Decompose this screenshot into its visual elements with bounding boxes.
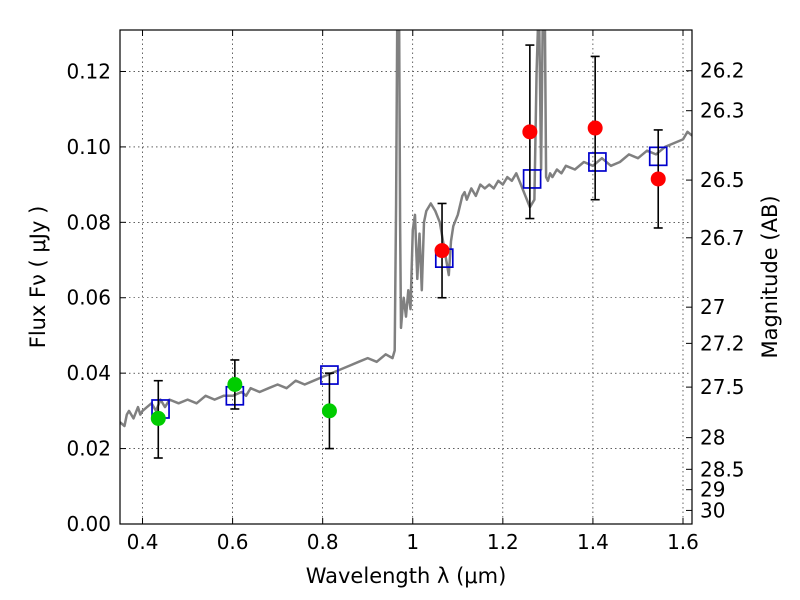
y-tick-label: 0.02 (66, 437, 111, 461)
ticks: 0.4 0.6 0.8 1 1.2 1.4 1.6 0.00 0.02 0.04 0.06 0.08 0… (66, 30, 745, 554)
x-axis-label: Wavelength λ (μm) (306, 564, 507, 588)
y-tick-label: 0.00 (66, 512, 111, 536)
data-point (522, 124, 538, 140)
right-tick-label: 28 (700, 426, 725, 450)
right-tick-label: 30 (700, 498, 725, 522)
right-tick-label: 29 (700, 478, 725, 502)
model-square (588, 152, 607, 172)
x-tick-label: 0.8 (307, 530, 339, 554)
right-tick-label: 27.2 (700, 331, 745, 355)
y-axis-label: Flux Fν ( μJy ) (26, 206, 50, 349)
right-tick-label: 26.7 (700, 226, 745, 250)
y-tick-label: 0.10 (66, 135, 111, 159)
data-point (434, 243, 450, 259)
right-tick-label: 28.5 (700, 457, 745, 481)
y-axis-right-label: Magnitude (AB) (758, 195, 782, 358)
right-tick-label: 26.5 (700, 168, 745, 192)
x-tick-label: 1.2 (487, 530, 519, 554)
x-tick-label: 0.4 (127, 530, 159, 554)
spectrum-line (120, 30, 692, 428)
right-tick-label: 27 (700, 295, 725, 319)
data-point (587, 120, 603, 136)
x-tick-label: 1.6 (667, 530, 699, 554)
right-tick-label: 26.3 (700, 99, 745, 123)
y-tick-label: 0.08 (66, 210, 111, 234)
x-tick-label: 1.4 (577, 530, 609, 554)
data-point (321, 403, 337, 419)
plot-frame (119, 29, 693, 525)
y-tick-label: 0.12 (66, 59, 111, 83)
plot-area (120, 30, 692, 428)
right-tick-label: 26.2 (700, 59, 745, 83)
data-point (227, 376, 243, 392)
markers (150, 44, 668, 459)
model-square (522, 169, 542, 189)
x-tick-label: 0.6 (217, 530, 249, 554)
right-tick-label: 27.5 (700, 375, 745, 399)
x-tick-label: 1 (406, 530, 419, 554)
y-tick-label: 0.06 (66, 286, 111, 310)
y-tick-label: 0.04 (66, 361, 111, 385)
data-point (650, 171, 666, 187)
data-point (150, 410, 166, 426)
